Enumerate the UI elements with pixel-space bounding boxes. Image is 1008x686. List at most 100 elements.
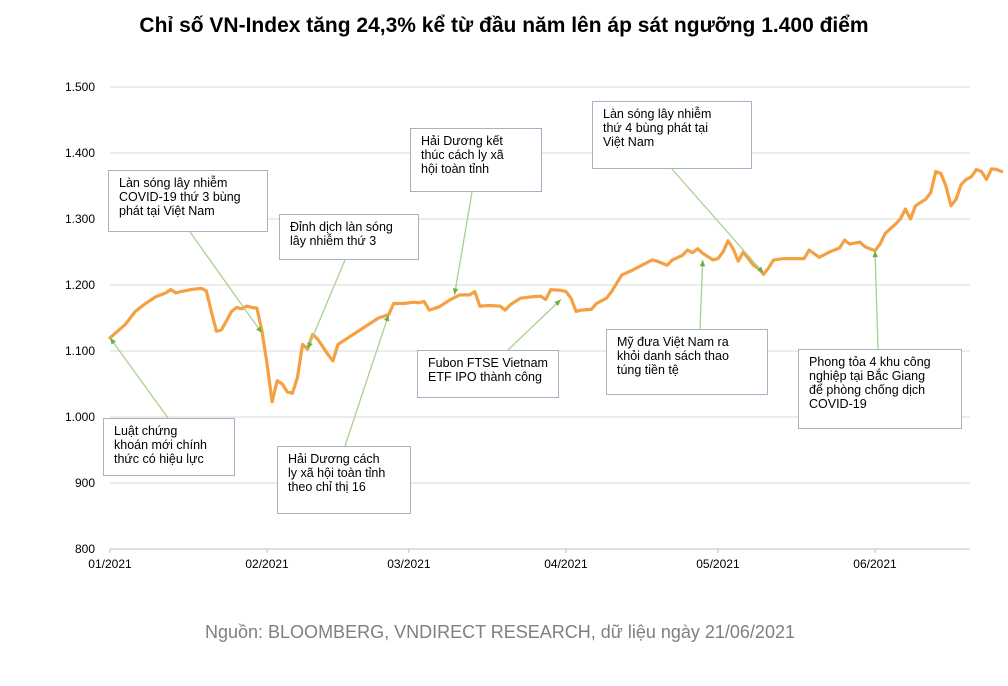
data-point xyxy=(879,243,881,245)
data-point xyxy=(950,205,952,207)
annotation-arrow xyxy=(699,259,704,330)
series-layer xyxy=(108,167,1004,404)
data-point xyxy=(458,294,461,296)
data-point xyxy=(403,302,405,305)
data-point xyxy=(843,239,846,241)
data-point xyxy=(448,299,451,301)
annotation-box: Hải Dương kết thúc cách ly xã hội toàn t… xyxy=(410,128,542,192)
data-point xyxy=(752,264,755,267)
annotation-arrowhead xyxy=(110,337,116,345)
source-note: Nguồn: BLOOMBERG, VNDIRECT RESEARCH, dữ … xyxy=(205,622,795,642)
data-point xyxy=(641,264,643,267)
data-point xyxy=(980,170,983,173)
annotation-arrowhead xyxy=(452,288,459,295)
data-point xyxy=(808,249,810,251)
data-point xyxy=(392,302,395,305)
data-point xyxy=(428,309,430,311)
data-point xyxy=(666,264,669,267)
data-point xyxy=(985,178,988,181)
annotation-box: Fubon FTSE Vietnam ETF IPO thành công xyxy=(417,350,559,398)
data-point xyxy=(529,296,532,298)
data-point xyxy=(296,376,299,379)
annotation-box: Mỹ đưa Việt Nam ra khỏi danh sách thao t… xyxy=(606,329,768,395)
data-point xyxy=(712,259,714,261)
data-point xyxy=(762,273,765,276)
data-point xyxy=(859,241,861,243)
annotation-arrowhead xyxy=(307,342,313,350)
data-point xyxy=(651,259,653,261)
data-point xyxy=(904,208,907,210)
data-point xyxy=(975,168,978,171)
annotation-box: Phong tỏa 4 khu công nghiệp tại Bắc Gian… xyxy=(798,349,962,429)
data-point xyxy=(575,310,577,313)
annotation-box: Luật chứng khoán mới chính thức có hiệu … xyxy=(103,418,235,476)
data-point xyxy=(519,297,522,300)
data-point xyxy=(124,323,126,326)
data-point xyxy=(671,259,674,261)
data-point xyxy=(955,198,957,200)
data-point xyxy=(180,290,182,293)
annotation-arrow xyxy=(874,250,879,350)
data-point xyxy=(190,288,192,291)
data-point xyxy=(929,191,932,194)
data-point xyxy=(934,170,937,173)
data-point xyxy=(499,305,501,307)
data-point xyxy=(783,257,785,260)
data-point xyxy=(737,260,740,263)
data-point xyxy=(747,257,750,260)
data-point xyxy=(899,218,902,220)
annotation-arrow xyxy=(453,191,473,296)
data-point xyxy=(924,198,927,200)
data-point xyxy=(620,274,623,276)
data-point xyxy=(144,302,147,305)
data-point xyxy=(717,257,719,260)
data-point xyxy=(266,363,268,366)
annotation-arrow xyxy=(109,337,169,419)
data-point xyxy=(479,305,481,307)
annotation-arrow xyxy=(671,168,765,274)
data-point xyxy=(884,232,886,235)
annotation-arrow xyxy=(306,259,346,350)
data-point xyxy=(894,223,897,226)
data-point xyxy=(230,310,233,313)
data-point xyxy=(544,298,547,301)
data-point xyxy=(960,183,962,186)
data-point xyxy=(245,305,248,307)
annotation-box: Làn sóng lây nhiễm thứ 4 bùng phát tại V… xyxy=(592,101,752,169)
annotation-arrowhead xyxy=(256,326,262,334)
y-tick-label: 1.000 xyxy=(65,410,95,424)
data-point xyxy=(175,292,177,294)
data-point xyxy=(200,287,202,290)
data-point xyxy=(945,185,947,187)
data-point xyxy=(251,306,253,309)
annotation-arrowhead xyxy=(384,314,390,322)
data-point xyxy=(286,391,289,393)
data-point xyxy=(565,290,567,293)
data-point xyxy=(803,257,805,260)
y-axis-ticks: 800 900 1.000 1.100 1.200 1.300 1.400 1.500 xyxy=(65,80,95,556)
annotation-arrowhead xyxy=(699,259,706,267)
annotation-arrow xyxy=(189,231,263,334)
data-point xyxy=(767,267,770,269)
data-point xyxy=(631,269,633,272)
data-point xyxy=(240,307,243,310)
data-point xyxy=(291,392,294,395)
data-point xyxy=(828,251,831,253)
data-point xyxy=(727,239,729,242)
data-point xyxy=(332,360,334,362)
data-point xyxy=(256,307,258,309)
data-point xyxy=(271,401,273,403)
data-point xyxy=(838,247,841,249)
data-point xyxy=(220,329,223,331)
x-tick-label: 05/2021 xyxy=(696,557,740,571)
data-point xyxy=(468,294,471,296)
x-tick-label: 06/2021 xyxy=(853,557,897,571)
x-tick-label: 04/2021 xyxy=(544,557,588,571)
annotation-arrows xyxy=(109,168,879,447)
data-point xyxy=(418,302,420,304)
data-point xyxy=(327,353,329,356)
data-point xyxy=(848,243,851,245)
data-point xyxy=(509,304,512,306)
data-point xyxy=(940,172,942,175)
